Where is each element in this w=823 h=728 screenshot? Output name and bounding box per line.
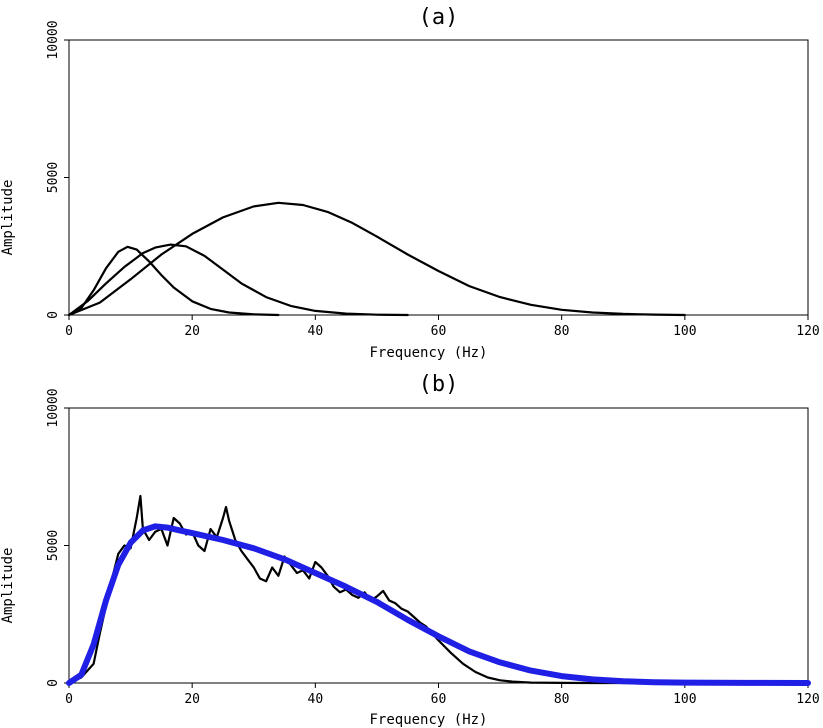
x-tick-label: 80 (554, 692, 570, 707)
series-line-fitted-spectrum (66, 523, 811, 686)
x-tick-label: 20 (184, 692, 200, 707)
x-tick-label: 40 (308, 692, 324, 707)
y-axis-label: Amplitude (0, 180, 16, 256)
y-tick-label: 5000 (46, 162, 61, 193)
series-line-observed-spectrum (67, 494, 810, 685)
plot-frame (68, 39, 809, 316)
y-tick-label: 5000 (46, 530, 61, 561)
x-tick-label: 120 (796, 692, 819, 707)
x-tick-label: 100 (673, 324, 696, 339)
chart-panel-a: (a) 0 20 40 60 80 100 120 0 5000 10000 Frequency (H… (0, 5, 820, 361)
x-tick-label: 40 (308, 324, 324, 339)
y-tick-label: 10000 (46, 20, 61, 59)
y-tick-label: 0 (46, 311, 61, 319)
chart-title: (a) (419, 5, 459, 30)
y-tick-label: 0 (46, 679, 61, 687)
y-tick-label: 10000 (46, 388, 61, 427)
x-tick-label: 60 (431, 324, 447, 339)
x-tick-label: 0 (65, 324, 73, 339)
x-axis-label: Frequency (Hz) (369, 345, 487, 361)
x-tick-label: 80 (554, 324, 570, 339)
chart-panel-b: (b) 0 20 40 60 80 100 120 0 5000 10000 Frequency (H… (0, 372, 820, 728)
x-tick-label: 0 (65, 692, 73, 707)
series-line-high-frequency (67, 201, 686, 317)
x-tick-label: 60 (431, 692, 447, 707)
series-line-mid-frequency (67, 243, 409, 317)
series-line-low-frequency (67, 245, 280, 317)
x-tick-label: 120 (796, 324, 819, 339)
chart-title: (b) (419, 372, 459, 397)
y-axis-label: Amplitude (0, 548, 16, 624)
x-tick-label: 100 (673, 692, 696, 707)
x-tick-label: 20 (184, 324, 200, 339)
x-axis-label: Frequency (Hz) (369, 712, 487, 728)
